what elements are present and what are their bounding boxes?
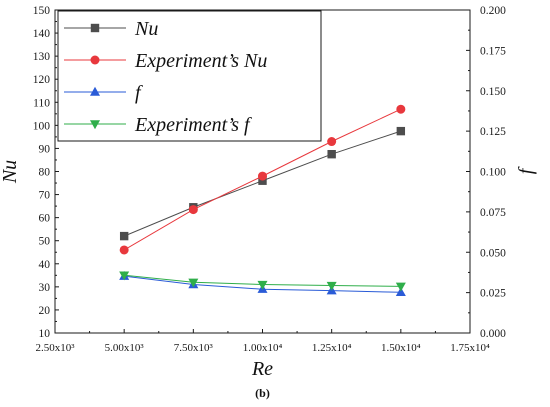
data-point	[327, 137, 337, 147]
y-left-tick-label: 70	[39, 190, 51, 202]
axes: 10 20 30 40 50 60 70 80 90 100 110 120 130 140 150 0.00…	[33, 5, 506, 354]
legend-label: Experiment’s Nu	[134, 50, 267, 72]
data-point	[396, 126, 406, 136]
series-1	[119, 104, 406, 255]
legend-marker	[90, 120, 100, 130]
x-tick-label: 1.25x10⁴	[312, 342, 352, 354]
legend-label: Experiment’s f	[134, 114, 252, 136]
data-point	[188, 205, 198, 215]
data-point	[188, 278, 199, 288]
figure-caption: (b)	[255, 386, 270, 400]
y-left-tick-label: 80	[39, 167, 51, 179]
x-tick-label: 1.75x10⁴	[450, 342, 490, 354]
y-left-tick-label: 10	[39, 328, 51, 340]
plot-marks	[119, 104, 406, 297]
data-point	[327, 149, 336, 159]
y-right-tick-label: 0.000	[480, 328, 506, 340]
legend-label: f	[135, 82, 143, 104]
y-left-tick-label: 90	[39, 143, 51, 155]
x-axis-title: Re	[251, 358, 273, 380]
y-left-tick-label: 110	[33, 97, 50, 109]
y-left-tick-label: 40	[39, 259, 51, 271]
x-tick-label: 2.50x10³	[35, 342, 75, 354]
legend: Nu Experiment’s Nu f Experiment’s f	[57, 10, 322, 142]
series-0	[119, 126, 406, 241]
y-left-tick-label: 130	[33, 51, 51, 63]
data-point	[395, 287, 406, 297]
data-point	[119, 245, 129, 255]
y-left-tick-label: 50	[39, 236, 51, 248]
x-tick-label: 5.00x10³	[105, 342, 145, 354]
legend-box	[57, 10, 322, 142]
y-left-tick-label: 140	[33, 28, 51, 40]
legend-marker	[90, 23, 100, 33]
legend-label: Nu	[134, 18, 158, 40]
series-3	[119, 271, 406, 292]
data-point	[258, 171, 267, 181]
data-point	[258, 176, 267, 185]
data-point	[396, 104, 406, 114]
y-right-tick-label: 0.175	[480, 45, 506, 57]
data-point	[119, 271, 130, 281]
y-right-tick-label: 0.075	[480, 207, 506, 219]
legend-marker	[90, 86, 100, 96]
y-left-tick-label: 20	[39, 305, 51, 317]
x-tick-label: 1.00x10⁴	[243, 342, 283, 354]
y-right-tick-label: 0.100	[480, 167, 506, 179]
y-left-tick-label: 100	[33, 120, 51, 132]
y-right-tick-label: 0.050	[480, 247, 506, 259]
y-right-tick-label: 0.150	[480, 86, 506, 98]
data-point	[119, 231, 129, 241]
data-point	[395, 282, 406, 292]
legend-marker	[90, 55, 100, 65]
y-left-tick-label: 60	[39, 213, 51, 225]
y-left-tick-label: 150	[33, 5, 51, 17]
y-right-tick-label: 0.025	[480, 288, 506, 300]
x-tick-label: 7.50x10³	[174, 342, 214, 354]
data-point	[257, 280, 268, 290]
y-left-tick-label: 30	[39, 282, 51, 294]
y-axis-title-left: Nu	[0, 160, 21, 184]
y-left-tick-label: 120	[33, 74, 51, 86]
y-right-tick-label: 0.200	[480, 5, 506, 17]
y-axis-title-right: f	[515, 166, 537, 174]
x-tick-label: 1.50x10⁴	[381, 342, 421, 354]
y-right-tick-label: 0.125	[480, 126, 506, 138]
data-point	[326, 281, 337, 291]
